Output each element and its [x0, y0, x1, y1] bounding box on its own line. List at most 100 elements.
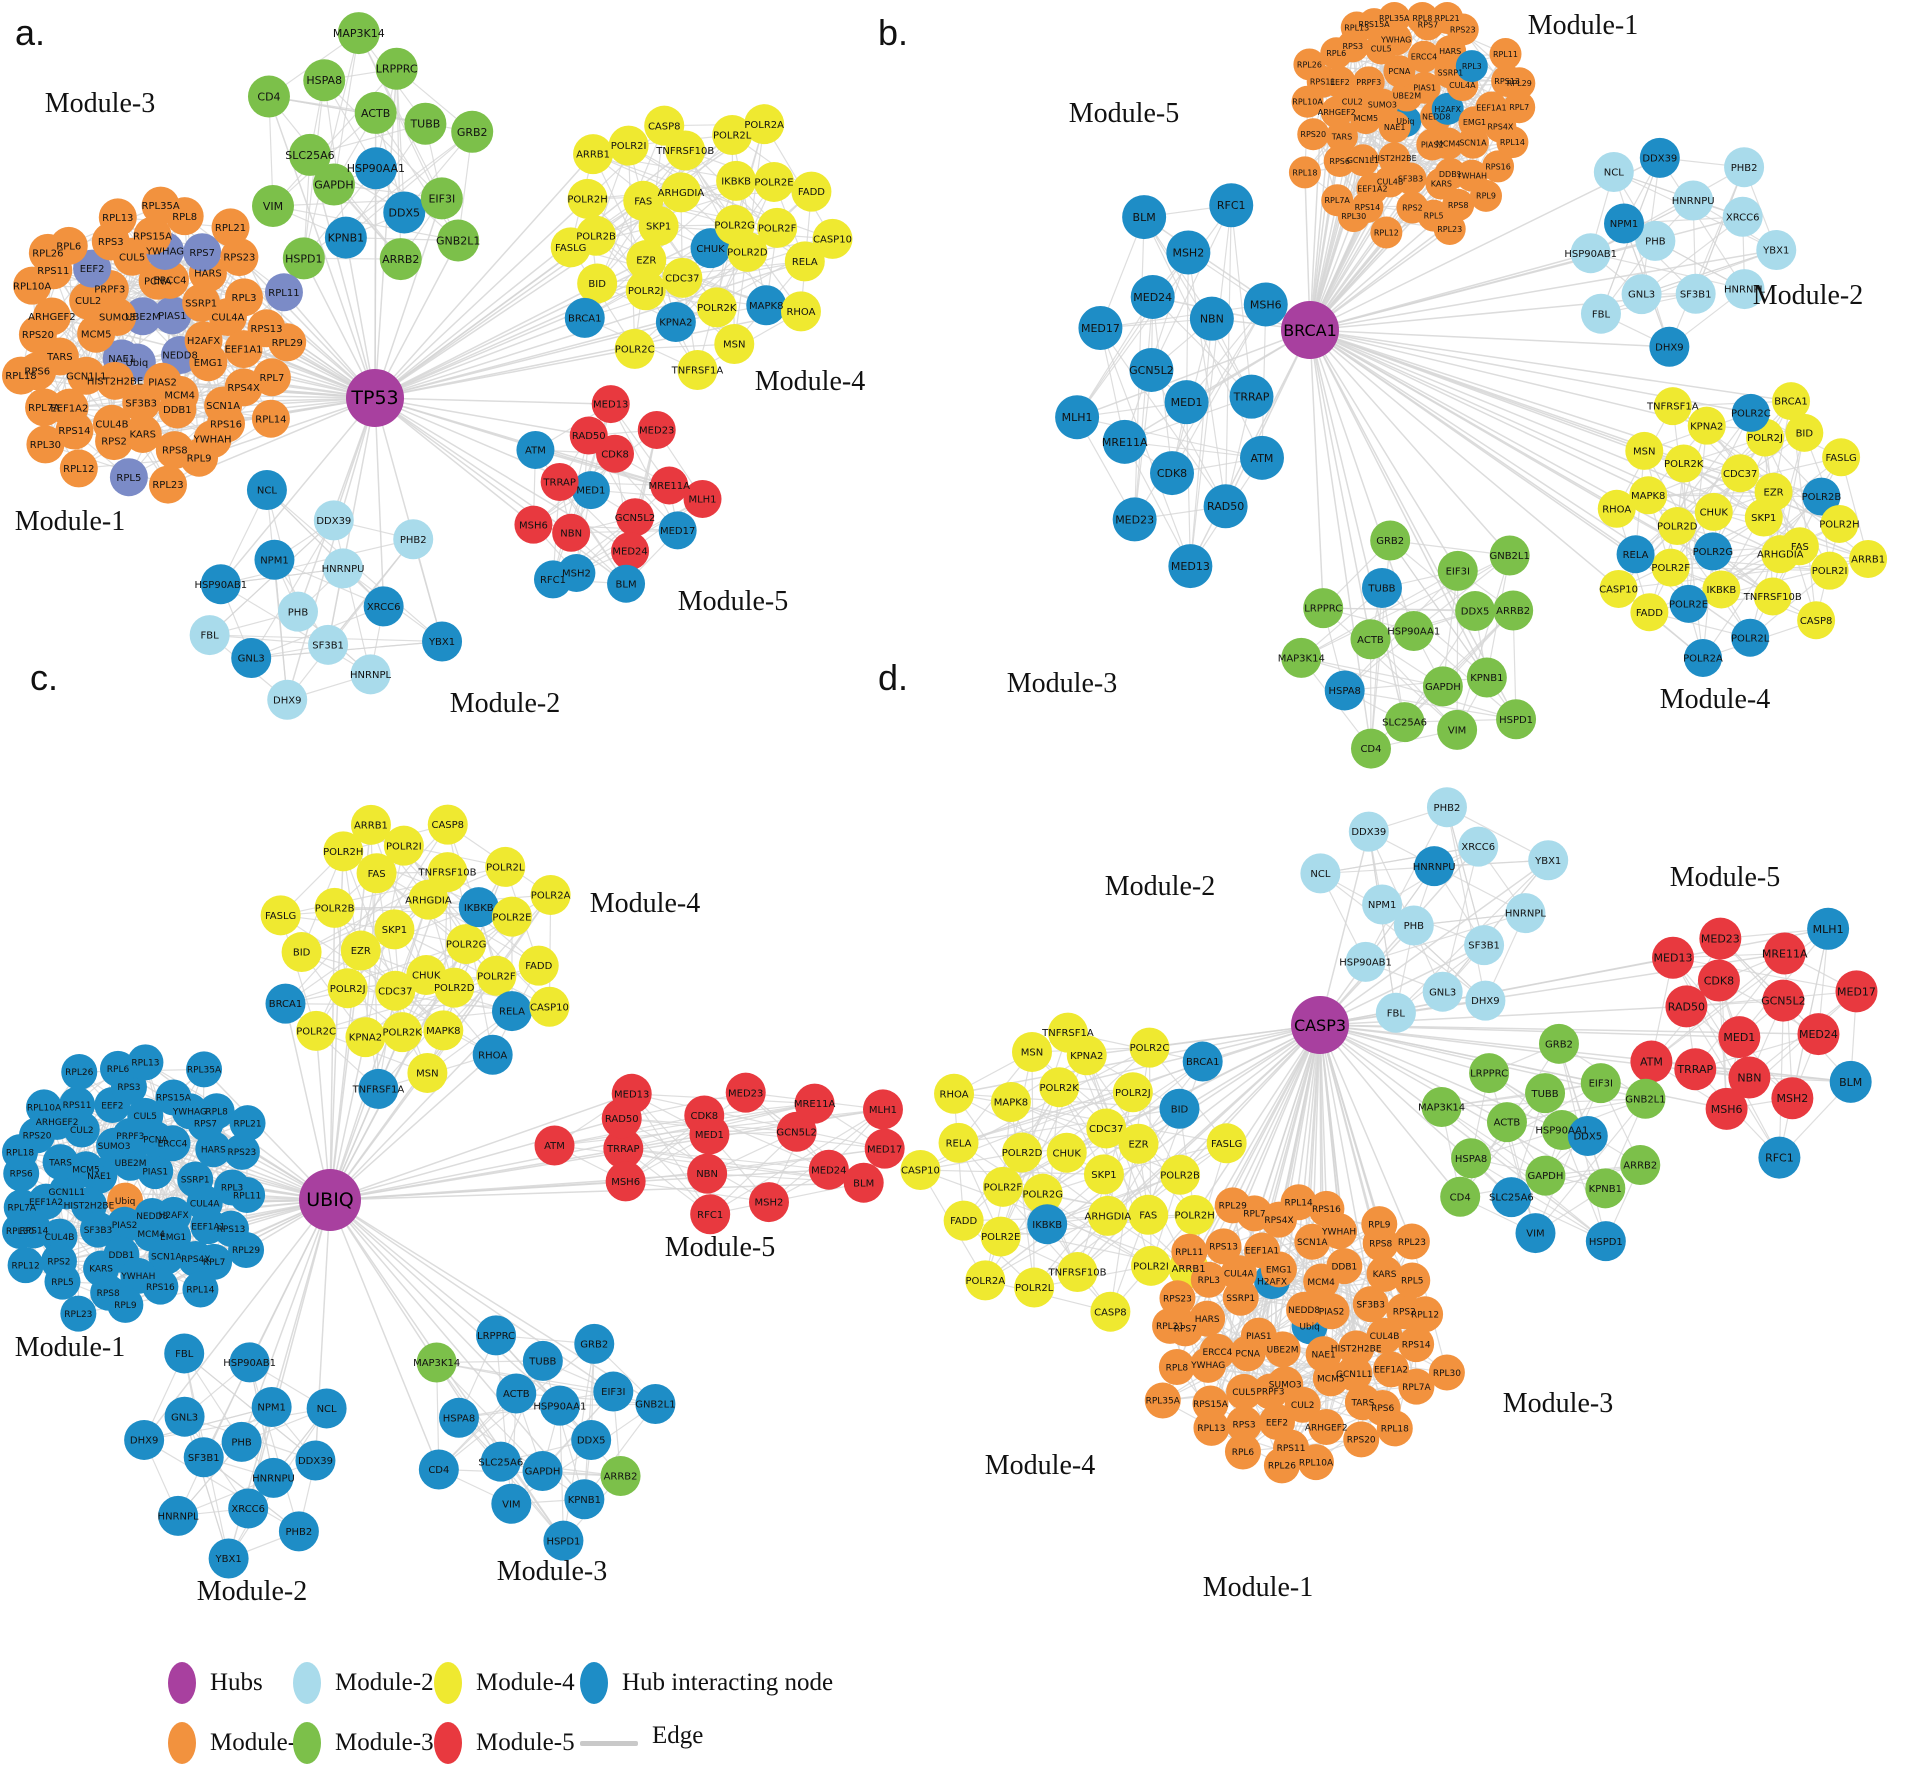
node-ARRB2[interactable] — [600, 1455, 641, 1496]
node-HSP90AB1[interactable] — [200, 564, 241, 605]
node-RPL29[interactable] — [1503, 67, 1536, 100]
node-RPL30[interactable] — [1337, 200, 1370, 233]
node-IKBKB[interactable] — [716, 160, 757, 201]
node-RPL35A[interactable] — [141, 186, 180, 225]
node-MED1[interactable] — [1718, 1016, 1761, 1059]
node-POLR2H[interactable] — [567, 178, 608, 219]
node-POLR2F[interactable] — [1651, 548, 1690, 587]
node-ATM[interactable] — [1239, 435, 1284, 480]
node-RPL21[interactable] — [211, 208, 250, 247]
node-CHUK[interactable] — [1694, 492, 1733, 531]
node-RHOA[interactable] — [934, 1073, 975, 1114]
node-LRPPRC[interactable] — [476, 1315, 517, 1356]
node-MED17[interactable] — [1078, 306, 1123, 351]
node-RPL6[interactable] — [1224, 1433, 1261, 1470]
node-ERCC4[interactable] — [154, 1125, 191, 1162]
node-PHB2[interactable] — [1426, 787, 1467, 828]
node-TNFRSF1A[interactable] — [358, 1068, 399, 1109]
node-EEF2[interactable] — [73, 249, 112, 288]
node-FBL[interactable] — [1580, 293, 1621, 334]
node-ATM[interactable] — [1630, 1040, 1673, 1083]
node-POLR2C[interactable] — [614, 328, 655, 369]
node-GNL3[interactable] — [1422, 971, 1463, 1012]
node-ARRB1[interactable] — [350, 804, 391, 845]
node-MAP3K14[interactable] — [1281, 637, 1322, 678]
node-DHX9[interactable] — [1649, 326, 1690, 367]
node-KPNA2[interactable] — [655, 302, 696, 343]
node-DHX9[interactable] — [267, 679, 308, 720]
node-PRPF3[interactable] — [1252, 1373, 1289, 1410]
node-VIM[interactable] — [252, 184, 295, 227]
node-MLH1[interactable] — [683, 479, 722, 518]
node-GCN5L2[interactable] — [1129, 347, 1174, 392]
node-RPS2[interactable] — [95, 422, 134, 461]
node-HSPD1[interactable] — [282, 237, 325, 280]
node-DDX39[interactable] — [313, 500, 354, 541]
node-RELA[interactable] — [1616, 535, 1655, 574]
node-POLR2H[interactable] — [323, 831, 364, 872]
node-ACTB[interactable] — [1350, 619, 1391, 660]
node-CASP8[interactable] — [1090, 1291, 1131, 1332]
node-BID[interactable] — [281, 932, 322, 973]
node-CASP10[interactable] — [900, 1150, 941, 1191]
node-ARRB2[interactable] — [1493, 590, 1534, 631]
node-KPNB1[interactable] — [1466, 657, 1507, 698]
node-HNRNPU[interactable] — [253, 1457, 294, 1498]
node-POLR2K[interactable] — [1039, 1067, 1080, 1108]
node-MED24[interactable] — [1797, 1013, 1840, 1056]
node-BRCA1[interactable] — [1182, 1041, 1223, 1082]
node-FADD[interactable] — [791, 171, 832, 212]
node-POLR2F[interactable] — [982, 1166, 1023, 1207]
node-POLR2B[interactable] — [314, 887, 355, 928]
legend-item-module-5[interactable]: Module-5 — [434, 1722, 575, 1764]
node-HSPD1[interactable] — [1585, 1221, 1626, 1262]
node-NPM1[interactable] — [251, 1386, 292, 1427]
node-KPNB1[interactable] — [564, 1479, 605, 1520]
node-NBN[interactable] — [687, 1153, 728, 1194]
node-EZR[interactable] — [1754, 472, 1793, 511]
node-PHB2[interactable] — [393, 519, 434, 560]
node-RELA[interactable] — [491, 991, 532, 1032]
node-NPM1[interactable] — [1604, 203, 1645, 244]
node-CUL4A[interactable] — [1220, 1255, 1257, 1292]
node-HSP90AA1[interactable] — [539, 1385, 580, 1426]
node-MLH1[interactable] — [1807, 907, 1850, 950]
node-RPL9[interactable] — [1361, 1206, 1398, 1243]
node-RPL21[interactable] — [1431, 2, 1464, 34]
node-RPL23[interactable] — [1393, 1223, 1430, 1260]
node-IKBKB[interactable] — [1027, 1204, 1068, 1245]
node-MCM4[interactable] — [1432, 127, 1465, 160]
legend-item-module-4[interactable]: Module-4 — [434, 1662, 575, 1704]
node-SLC25A6[interactable] — [480, 1441, 521, 1482]
node-FBL[interactable] — [1375, 992, 1416, 1033]
node-TNFRSF10B[interactable] — [1057, 1252, 1098, 1293]
node-EZR[interactable] — [626, 240, 667, 281]
node-TRRAP[interactable] — [603, 1128, 644, 1169]
node-RPS20[interactable] — [1343, 1421, 1380, 1458]
node-SLC25A6[interactable] — [288, 133, 331, 176]
node-RPS16[interactable] — [142, 1268, 179, 1305]
node-KARS[interactable] — [1366, 1255, 1403, 1292]
node-POLR2J[interactable] — [327, 968, 368, 1009]
node-DDX39[interactable] — [295, 1440, 336, 1481]
node-GNL3[interactable] — [1621, 274, 1662, 315]
node-RPL11[interactable] — [1171, 1233, 1208, 1270]
node-XRCC6[interactable] — [228, 1488, 269, 1529]
node-CASP10[interactable] — [529, 986, 570, 1027]
node-H2AFX[interactable] — [1431, 92, 1464, 125]
node-MSH2[interactable] — [1771, 1077, 1814, 1120]
node-RPL29[interactable] — [268, 323, 307, 362]
node-RPL21[interactable] — [229, 1105, 266, 1142]
node-RPL21[interactable] — [1152, 1307, 1189, 1344]
node-SKP1[interactable] — [1083, 1154, 1124, 1195]
node-CASP8[interactable] — [1797, 601, 1836, 640]
node-RPS14[interactable] — [1398, 1326, 1435, 1363]
node-BRCA1[interactable] — [564, 297, 605, 338]
node-MED24[interactable] — [808, 1149, 849, 1190]
node-HNRNPU[interactable] — [1414, 846, 1455, 887]
node-POLR2B[interactable] — [1160, 1154, 1201, 1195]
node-ACTB[interactable] — [1486, 1102, 1527, 1143]
node-CUL2[interactable] — [69, 281, 108, 320]
node-RPL26[interactable] — [61, 1054, 98, 1091]
node-ARRB1[interactable] — [573, 134, 614, 175]
